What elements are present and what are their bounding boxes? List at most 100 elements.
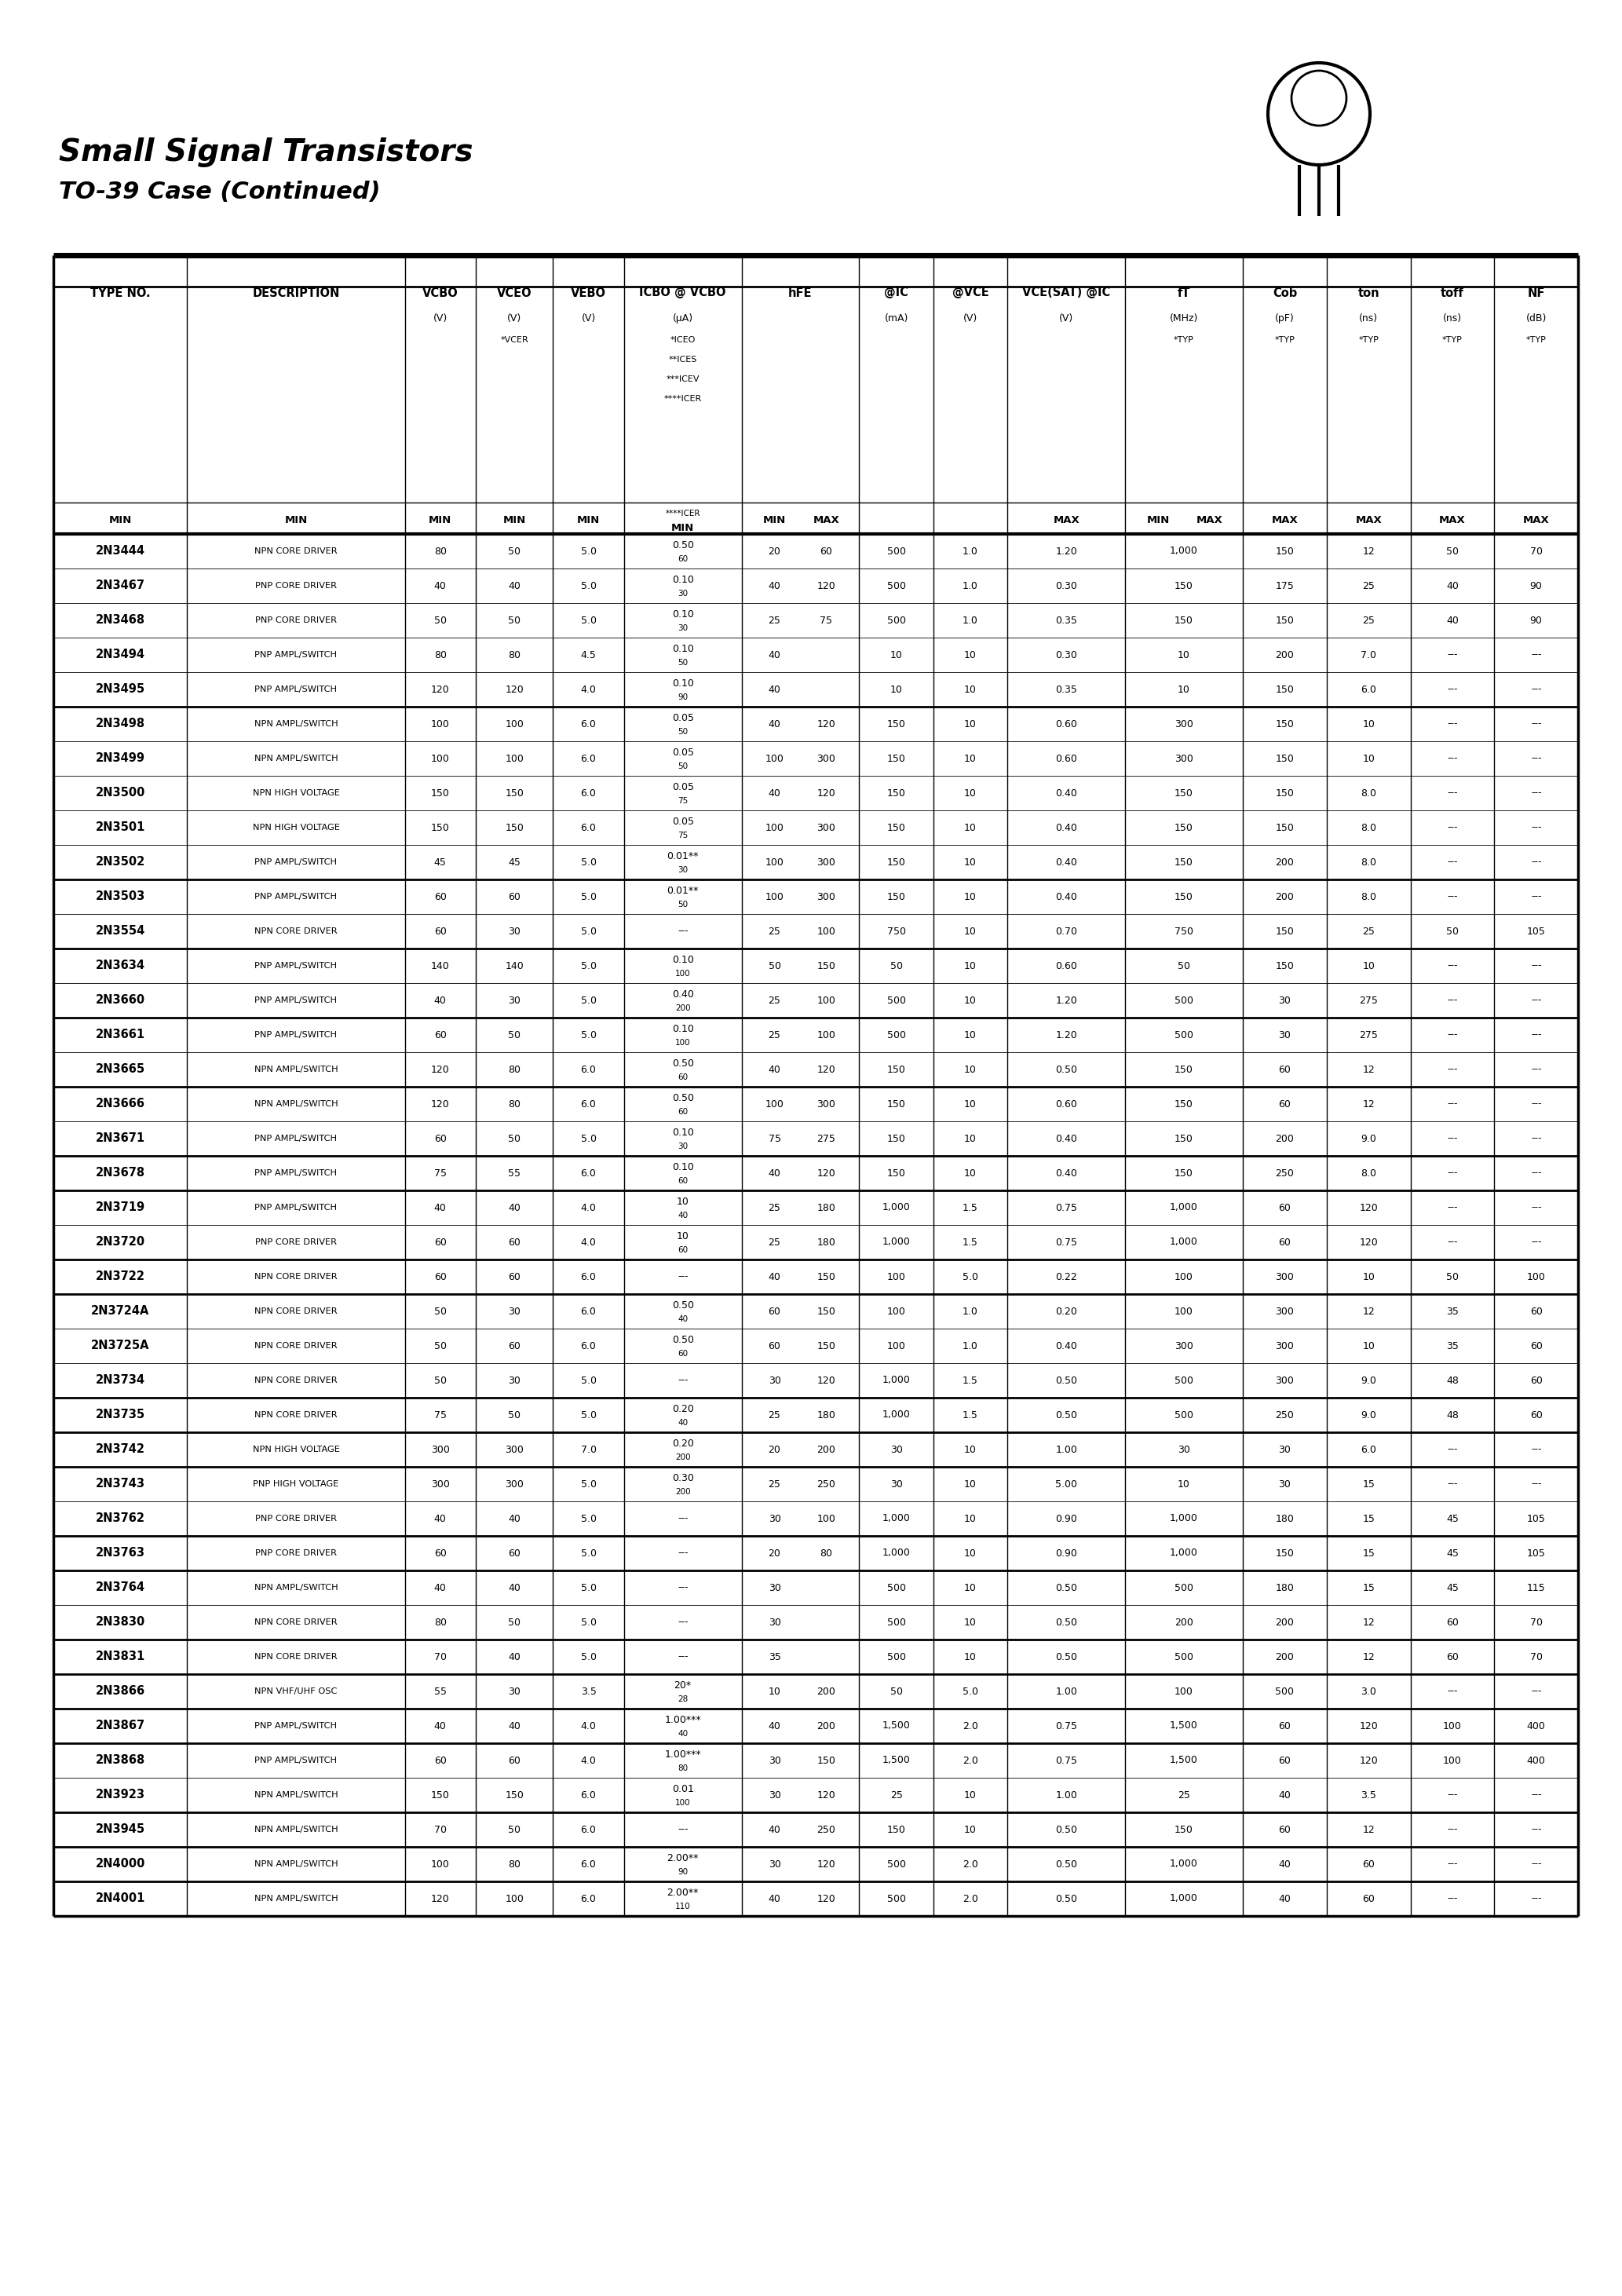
Text: 150: 150: [887, 822, 905, 833]
Text: 0.01**: 0.01**: [667, 852, 699, 861]
Text: 0.30: 0.30: [1056, 581, 1077, 590]
Text: 0.40: 0.40: [672, 990, 694, 1001]
Text: 2N3742: 2N3742: [96, 1444, 144, 1456]
Text: 75: 75: [769, 1134, 780, 1143]
Text: 35: 35: [769, 1651, 780, 1662]
Text: 6.0: 6.0: [1361, 684, 1377, 693]
Text: 0.10: 0.10: [672, 680, 694, 689]
Text: (dB): (dB): [1526, 312, 1546, 324]
Text: 30: 30: [769, 1860, 780, 1869]
Text: 50: 50: [678, 728, 688, 735]
Text: 2N3763: 2N3763: [96, 1548, 144, 1559]
Text: PNP AMPL/SWITCH: PNP AMPL/SWITCH: [255, 996, 337, 1003]
Text: (V): (V): [508, 312, 522, 324]
Text: 50: 50: [508, 615, 521, 625]
Text: 40: 40: [769, 1825, 780, 1835]
Text: 12: 12: [1362, 1651, 1375, 1662]
Text: 0.40: 0.40: [1056, 1169, 1077, 1178]
Text: 120: 120: [817, 1860, 835, 1869]
Text: 150: 150: [1174, 788, 1194, 799]
Text: 1,000: 1,000: [882, 1375, 910, 1384]
Text: 12: 12: [1362, 1100, 1375, 1109]
Text: ---: ---: [1447, 1825, 1458, 1835]
Text: 200: 200: [817, 1720, 835, 1731]
Text: 120: 120: [504, 684, 524, 693]
Text: PNP AMPL/SWITCH: PNP AMPL/SWITCH: [255, 1203, 337, 1212]
Text: 150: 150: [431, 1791, 449, 1800]
Text: 0.35: 0.35: [1056, 615, 1077, 625]
Text: 90: 90: [678, 1869, 688, 1876]
Text: 0.05: 0.05: [672, 748, 694, 758]
Text: 2N3945: 2N3945: [96, 1823, 144, 1835]
Text: 2N3500: 2N3500: [96, 788, 144, 799]
Text: 60: 60: [508, 1238, 521, 1247]
Text: 300: 300: [817, 822, 835, 833]
Text: 90: 90: [1530, 581, 1543, 590]
Text: 2N4000: 2N4000: [96, 1857, 144, 1869]
Text: 40: 40: [769, 684, 780, 693]
Text: 200: 200: [1275, 891, 1294, 902]
Text: ---: ---: [1531, 1203, 1541, 1212]
Text: 100: 100: [675, 1038, 691, 1047]
Text: 45: 45: [1447, 1582, 1458, 1593]
Text: 0.40: 0.40: [1056, 788, 1077, 799]
Text: 100: 100: [675, 1800, 691, 1807]
Text: 0.50: 0.50: [1056, 1651, 1077, 1662]
Text: NPN CORE DRIVER: NPN CORE DRIVER: [255, 1272, 337, 1281]
Text: 10: 10: [963, 1582, 976, 1593]
Text: 2N3743: 2N3743: [96, 1479, 144, 1490]
Text: 2N4001: 2N4001: [96, 1892, 144, 1906]
Text: 10: 10: [769, 1685, 780, 1697]
Text: NPN CORE DRIVER: NPN CORE DRIVER: [255, 546, 337, 556]
Text: 1,000: 1,000: [882, 1410, 910, 1421]
Text: 60: 60: [1278, 1100, 1291, 1109]
Text: 40: 40: [435, 1513, 446, 1525]
Text: ---: ---: [1531, 1100, 1541, 1109]
Text: 5.0: 5.0: [581, 615, 597, 625]
Text: 150: 150: [817, 1306, 835, 1316]
Text: PNP AMPL/SWITCH: PNP AMPL/SWITCH: [255, 1134, 337, 1143]
Text: *TYP: *TYP: [1275, 335, 1294, 344]
Text: (V): (V): [433, 312, 448, 324]
Text: ---: ---: [1531, 719, 1541, 730]
Text: 200: 200: [1275, 650, 1294, 659]
Text: 80: 80: [508, 1065, 521, 1075]
Text: 40: 40: [678, 1729, 688, 1738]
Text: 3.0: 3.0: [1361, 1685, 1377, 1697]
Text: 50: 50: [1447, 1272, 1458, 1281]
Text: 150: 150: [887, 719, 905, 730]
Text: 100: 100: [675, 969, 691, 978]
Text: 10: 10: [890, 684, 902, 693]
Text: 5.0: 5.0: [581, 891, 597, 902]
Text: 5.0: 5.0: [581, 1410, 597, 1421]
Text: NPN AMPL/SWITCH: NPN AMPL/SWITCH: [255, 1894, 337, 1903]
Text: 175: 175: [1275, 581, 1294, 590]
Text: 1.0: 1.0: [962, 1341, 978, 1350]
Text: ---: ---: [678, 1582, 688, 1593]
Text: 100: 100: [766, 822, 783, 833]
Text: 10: 10: [963, 719, 976, 730]
Text: 0.05: 0.05: [672, 817, 694, 827]
Text: 150: 150: [1275, 960, 1294, 971]
Text: 1.0: 1.0: [962, 615, 978, 625]
Text: 1,500: 1,500: [882, 1756, 910, 1766]
Text: 80: 80: [508, 650, 521, 659]
Text: 10: 10: [1362, 960, 1375, 971]
Text: 120: 120: [1359, 1756, 1377, 1766]
Text: 1.00: 1.00: [1056, 1791, 1077, 1800]
Text: (pF): (pF): [1275, 312, 1294, 324]
Text: 1,000: 1,000: [1169, 1203, 1199, 1212]
Text: 5.0: 5.0: [962, 1272, 978, 1281]
Text: 50: 50: [890, 1685, 902, 1697]
Text: 6.0: 6.0: [581, 753, 597, 765]
Text: 120: 120: [817, 1169, 835, 1178]
Text: 45: 45: [1447, 1513, 1458, 1525]
Text: 45: 45: [1447, 1548, 1458, 1559]
Text: 60: 60: [435, 1548, 446, 1559]
Text: 10: 10: [963, 960, 976, 971]
Text: 10: 10: [963, 1651, 976, 1662]
Text: *TYP: *TYP: [1442, 335, 1463, 344]
Text: PNP AMPL/SWITCH: PNP AMPL/SWITCH: [255, 652, 337, 659]
Text: 2N3722: 2N3722: [96, 1272, 144, 1283]
Text: 30: 30: [890, 1479, 902, 1490]
